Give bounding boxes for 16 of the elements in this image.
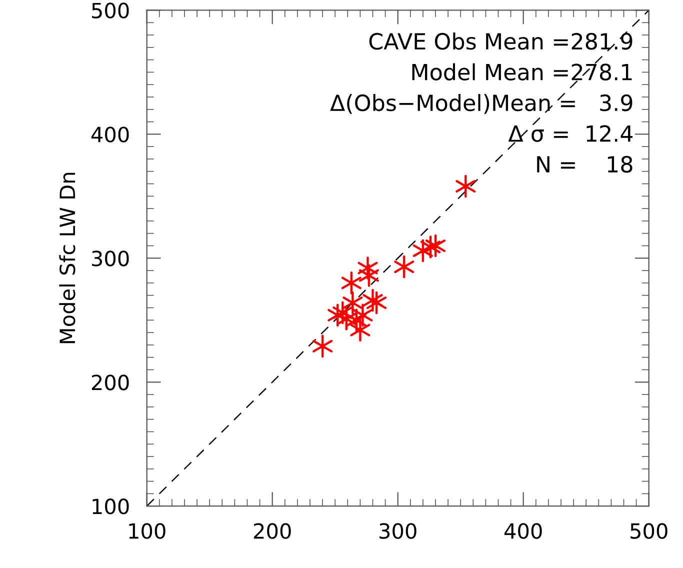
y-tick-label: 500 — [92, 2, 129, 18]
annotation: Δ σ = 12.4 — [508, 125, 633, 142]
x-tick-label: 100 — [129, 523, 166, 539]
x-tick-label: 200 — [254, 523, 291, 539]
annotation: Δ(Obs−Model)Mean = 3.9 — [330, 94, 632, 114]
annotation: CAVE Obs Mean =281.9 — [369, 32, 632, 50]
y-tick-label: 200 — [92, 374, 129, 390]
annotation: N = 18 — [537, 156, 632, 173]
x-tick-label: 400 — [504, 523, 542, 539]
y-tick-label: 100 — [92, 498, 129, 514]
y-tick-label: 400 — [91, 126, 129, 142]
x-tick-label: 300 — [380, 523, 416, 539]
x-tick-label: 500 — [630, 523, 668, 539]
y-tick-label: 300 — [92, 250, 129, 266]
y-axis-title: Model Sfc LW Dn — [59, 172, 76, 344]
annotation: Model Mean =278.1 — [412, 63, 632, 80]
